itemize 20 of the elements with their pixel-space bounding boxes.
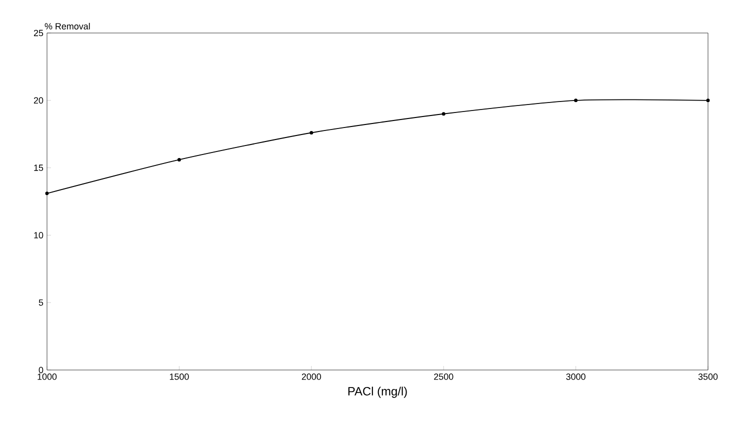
x-tick-label: 1000 bbox=[38, 374, 57, 380]
x-tick-label: 3500 bbox=[698, 374, 718, 380]
point bbox=[177, 158, 181, 162]
y-tick-label: 5 bbox=[38, 299, 44, 306]
y-axis-title: % Removal bbox=[44, 22, 90, 30]
x-axis-title: PACl (mg/l) bbox=[348, 386, 407, 398]
y-tick-label: 0 bbox=[38, 366, 44, 374]
point bbox=[442, 112, 446, 116]
y-tick-label: 10 bbox=[34, 232, 44, 238]
point bbox=[574, 98, 578, 102]
x-tick-label: 2500 bbox=[434, 374, 454, 380]
point bbox=[45, 192, 49, 196]
x-tick-label: 2000 bbox=[302, 374, 322, 380]
y-tick-label: 15 bbox=[34, 164, 44, 171]
x-tick-label: 3000 bbox=[566, 374, 586, 380]
y-tick-label: 20 bbox=[34, 97, 44, 104]
point bbox=[310, 131, 314, 134]
y-tick-label: 25 bbox=[34, 30, 44, 36]
point bbox=[706, 98, 710, 102]
x-tick-label: 1500 bbox=[170, 374, 189, 380]
